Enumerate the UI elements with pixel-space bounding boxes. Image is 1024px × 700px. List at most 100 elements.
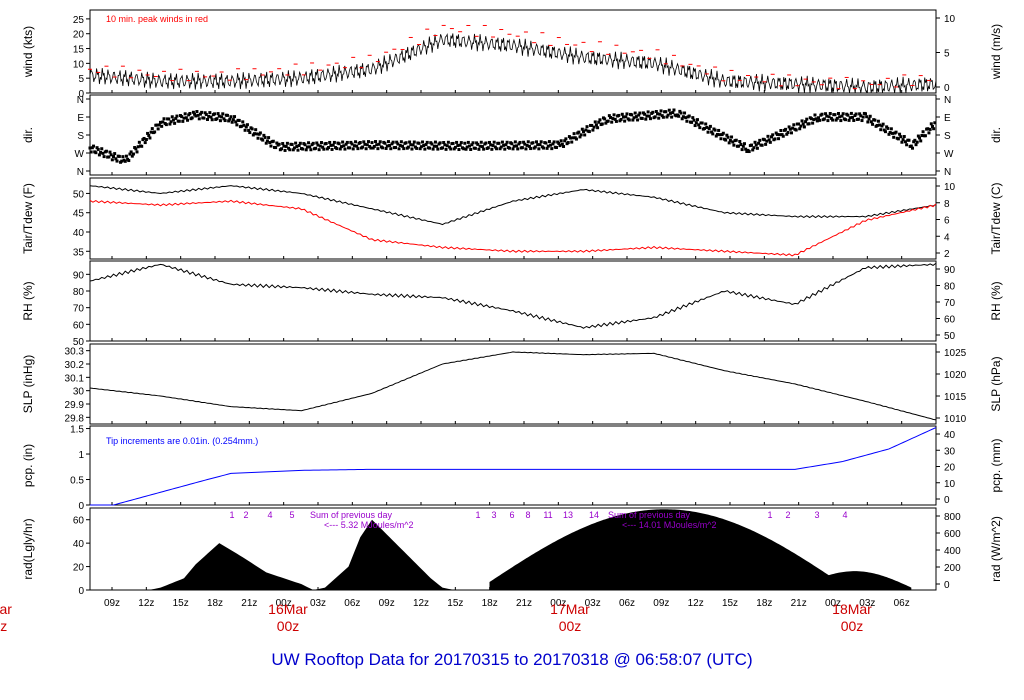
- xtick-label: 15z: [447, 598, 463, 609]
- dir-point: [789, 131, 793, 135]
- series-line-rh: [89, 262, 937, 329]
- dir-point: [191, 110, 195, 114]
- dir-point: [268, 141, 272, 145]
- dir-point: [590, 123, 594, 127]
- dir-point: [502, 143, 506, 147]
- dir-point: [539, 140, 543, 144]
- dir-point: [580, 127, 584, 131]
- dir-point: [907, 138, 911, 142]
- xtick-label: 03z: [859, 598, 875, 609]
- dir-point: [478, 144, 482, 148]
- dir-point: [813, 113, 817, 117]
- dir-point: [596, 126, 600, 130]
- ytick-slp: 30.3: [65, 347, 85, 358]
- dir-point: [744, 147, 748, 151]
- dir-point: [827, 115, 831, 119]
- dir-point: [603, 117, 607, 121]
- ytick-dir: S: [77, 131, 84, 142]
- dir-point: [479, 140, 483, 144]
- dir-point: [764, 142, 768, 146]
- ylabel-temp: Tair/Tdew (F): [21, 183, 35, 254]
- dir-point: [903, 140, 907, 144]
- dir-point: [216, 112, 220, 116]
- dir-point: [231, 118, 235, 122]
- dir-point: [563, 139, 567, 143]
- dir-point: [104, 149, 108, 153]
- dir-point: [741, 144, 745, 148]
- dir-point: [852, 118, 856, 122]
- dir-point: [633, 111, 637, 115]
- dir-point: [354, 140, 358, 144]
- dir-point: [264, 141, 268, 145]
- dir-point: [267, 136, 271, 140]
- dir-point: [554, 146, 558, 150]
- dir-point: [301, 147, 305, 151]
- dir-point: [287, 146, 291, 150]
- dir-point: [114, 157, 118, 161]
- ytick-right-rh: 90: [944, 265, 956, 276]
- dir-point: [378, 140, 382, 144]
- ylabel-dir: dir.: [21, 127, 35, 143]
- dir-point: [446, 140, 450, 144]
- dir-point: [854, 112, 858, 116]
- dir-point: [248, 131, 252, 135]
- rad-hour-marker: 5: [289, 510, 294, 520]
- ytick-slp: 30.2: [65, 360, 85, 371]
- rad-hour-marker: 13: [563, 510, 573, 520]
- dir-point: [594, 123, 598, 127]
- rad-area: [148, 519, 537, 590]
- dir-point: [168, 122, 172, 126]
- dir-point: [408, 140, 412, 144]
- dir-point: [861, 115, 865, 119]
- xtick-label: 00z: [276, 598, 292, 609]
- dir-point: [433, 140, 437, 144]
- dir-point: [636, 118, 640, 122]
- dir-point: [465, 145, 469, 149]
- dir-point: [108, 150, 112, 154]
- dir-point: [409, 143, 413, 147]
- dir-point: [255, 132, 259, 136]
- dir-point: [687, 114, 691, 118]
- dir-point: [345, 140, 349, 144]
- dir-point: [441, 146, 444, 150]
- ytick-temp: 40: [73, 228, 85, 239]
- series-line-wind: [89, 32, 937, 94]
- dir-point: [127, 159, 131, 163]
- ylabel-wind: wind (kts): [21, 26, 35, 78]
- dir-point: [571, 136, 575, 140]
- dir-point: [818, 118, 822, 122]
- dir-point: [801, 122, 805, 126]
- dir-point: [304, 148, 308, 152]
- dir-point: [294, 141, 298, 145]
- xtick-label: 00z: [825, 598, 841, 609]
- dir-point: [560, 142, 564, 146]
- rad-area: [489, 509, 842, 590]
- dir-point: [781, 134, 785, 138]
- dir-point: [624, 115, 628, 119]
- dir-point: [504, 143, 508, 147]
- ytick-rh: 60: [73, 320, 85, 331]
- dir-point: [314, 146, 318, 150]
- dir-point: [512, 144, 516, 148]
- dir-point: [321, 145, 325, 149]
- ytick-right-slp: 1025: [944, 348, 967, 359]
- dir-point: [374, 140, 378, 144]
- dir-point: [607, 114, 611, 118]
- dir-point: [375, 143, 379, 147]
- dir-point: [717, 128, 721, 132]
- dir-point: [515, 144, 519, 148]
- xtick-label: 15z: [722, 598, 738, 609]
- dir-point: [169, 120, 173, 124]
- dir-point: [755, 146, 759, 150]
- dir-point: [670, 115, 674, 119]
- dir-point: [524, 147, 528, 151]
- dir-point: [234, 120, 238, 124]
- ytick-right-rad: 600: [944, 529, 961, 540]
- dir-point: [822, 117, 826, 121]
- dir-point: [235, 123, 239, 127]
- dir-point: [513, 140, 517, 144]
- dir-point: [547, 140, 551, 144]
- dir-point: [296, 148, 300, 152]
- dir-point: [457, 148, 461, 152]
- dir-point: [557, 141, 561, 145]
